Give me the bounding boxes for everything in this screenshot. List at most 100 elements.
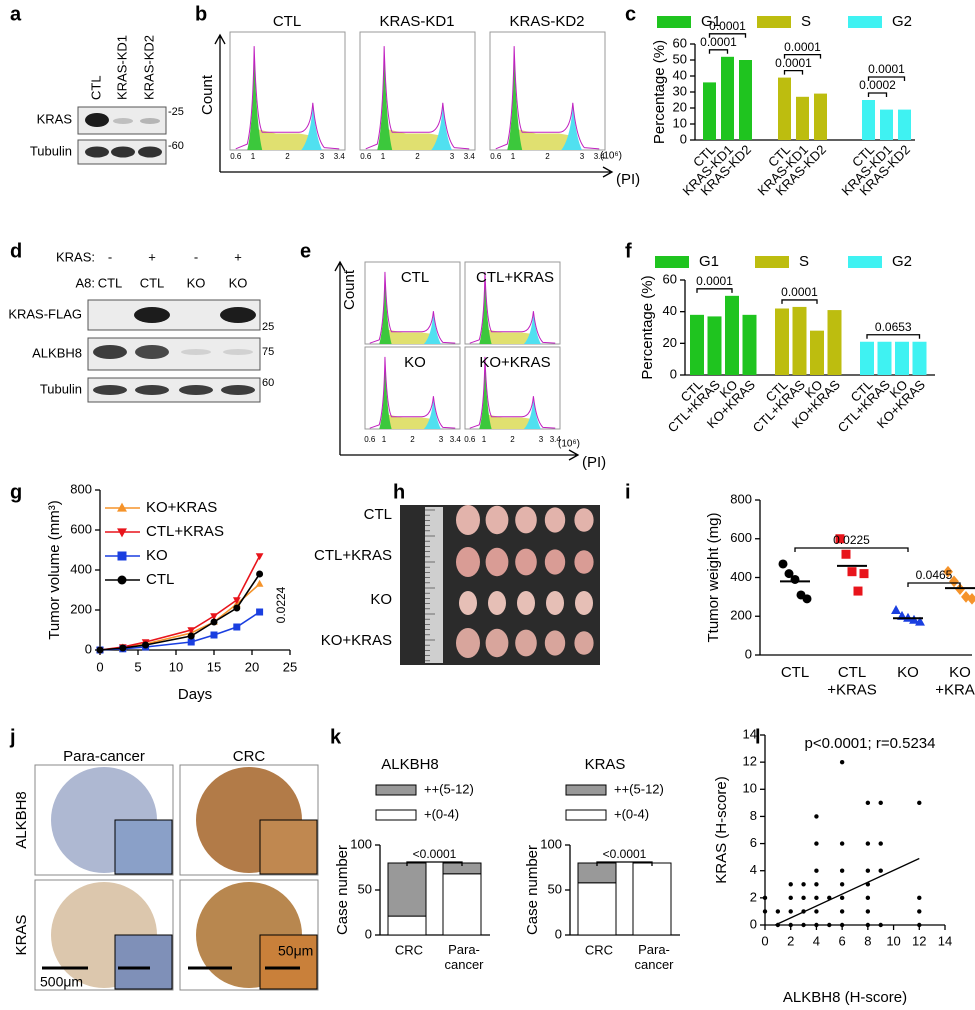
legend-swatch [757, 16, 791, 28]
histogram-g2 [523, 397, 541, 429]
row-label: KRAS [13, 915, 30, 956]
blot-band [179, 385, 213, 395]
mw-marker: -60 [168, 140, 184, 152]
marker [255, 553, 264, 561]
x-tick-label: 10 [886, 933, 900, 948]
y-axis-label: KRAS (H-score) [713, 776, 730, 884]
point [814, 841, 819, 846]
significance-bracket [794, 547, 909, 552]
y-tick-label: 8 [750, 808, 757, 823]
legend-label: ++(5-12) [614, 781, 664, 796]
bar [880, 109, 893, 140]
legend-label: G1 [699, 253, 719, 270]
legend-swatch [655, 256, 689, 268]
point [865, 841, 871, 846]
marker [233, 604, 241, 612]
tumor [485, 505, 509, 535]
row-label: CTL+KRAS [314, 547, 392, 564]
legend-swatch [657, 16, 691, 28]
y-tick-label: 50 [358, 881, 372, 896]
chart-title: KRAS [585, 756, 626, 773]
histogram-title: CTL+KRAS [476, 269, 554, 286]
histogram-tick: 0.6 [364, 435, 376, 444]
bar-segment [387, 915, 427, 936]
legend-swatch [565, 784, 607, 796]
point [839, 868, 845, 873]
row-label: Tubulin [30, 143, 72, 158]
tumor [485, 628, 509, 658]
tumor [574, 508, 594, 532]
legend-marker [117, 502, 127, 512]
histogram-g2 [523, 312, 541, 344]
histogram-g1 [479, 359, 492, 429]
marker [778, 559, 788, 569]
x-tick-label: 5 [134, 659, 141, 674]
legend-label: +(0-4) [614, 806, 649, 821]
legend-swatch [848, 16, 882, 28]
legend-label: KO+KRAS [146, 499, 217, 516]
panel-letter: d [10, 240, 22, 262]
mw-marker: 60 [262, 377, 274, 389]
row-label: KRAS-FLAG [8, 306, 82, 321]
bar [707, 316, 722, 375]
series-line [99, 573, 261, 651]
marker [256, 608, 264, 616]
p-value: 0.0002 [859, 78, 896, 92]
x-tick-label: 0 [761, 933, 768, 948]
histogram-title: CTL [401, 269, 429, 286]
y-tick-label: 50 [548, 881, 562, 896]
marker [790, 574, 800, 584]
y-tick-label: 40 [673, 67, 687, 82]
point [801, 895, 806, 901]
tumor [485, 547, 509, 577]
legend-label: G2 [892, 13, 912, 30]
histogram-fit [369, 356, 456, 429]
y-tick-label: 0 [750, 916, 757, 931]
marker [891, 605, 901, 615]
row-label: CTL [364, 506, 392, 523]
x-tick-label: CTL [781, 664, 809, 681]
histogram-g2 [431, 105, 452, 150]
p-value: 0.0001 [709, 19, 746, 33]
blot-band [93, 345, 127, 359]
marker [256, 570, 264, 578]
blot-band [221, 385, 255, 395]
x-tick-label: KO+KRAS [935, 664, 975, 698]
y-tick-label: 200 [70, 601, 92, 616]
point [839, 922, 845, 928]
y-tick-label: 600 [730, 530, 752, 545]
x-tick-label: 12 [912, 933, 926, 948]
point [865, 922, 871, 928]
x-tick-label: KO [897, 664, 919, 681]
p-value: <0.0001 [603, 847, 647, 861]
y-tick-label: 14 [743, 726, 757, 741]
blot-band [140, 118, 160, 124]
y-axis-label: Tumor volume (mm³) [46, 500, 63, 639]
bar [796, 96, 809, 140]
histogram-title: CTL [273, 13, 301, 30]
tumor [575, 591, 593, 615]
tumor [456, 505, 480, 535]
lane-sign: - [108, 249, 112, 264]
ihc-inset [259, 819, 318, 875]
tumor [515, 629, 537, 657]
histogram-tick: 3.4 [550, 435, 562, 444]
histogram-s-phase [484, 414, 538, 429]
histogram-tick: 2 [510, 435, 515, 444]
legend-label: G1 [701, 13, 721, 30]
histogram-g2 [301, 105, 322, 150]
bar [739, 60, 752, 140]
axis-arrow [214, 33, 614, 178]
marker [802, 594, 812, 604]
x-tick-label: Para-cancer [634, 942, 674, 972]
histogram-title: KO+KRAS [479, 354, 550, 371]
point [814, 909, 819, 914]
blot-band [111, 146, 135, 158]
bar [862, 100, 875, 140]
y-tick-label: 0 [555, 926, 562, 941]
fit-line [775, 857, 920, 926]
histogram-tick: 1 [511, 152, 516, 161]
significance-bracket [781, 299, 818, 304]
marker [909, 614, 919, 624]
